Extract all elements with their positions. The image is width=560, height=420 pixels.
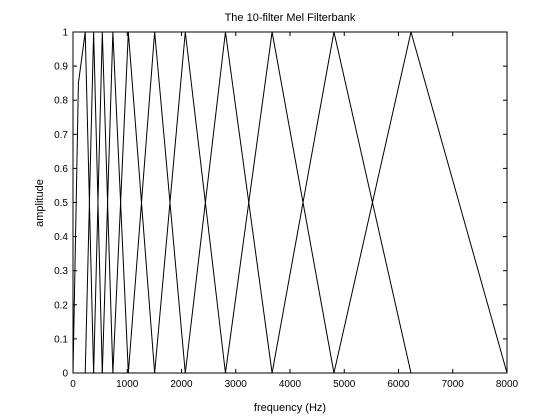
filter-line-11 bbox=[333, 31, 508, 374]
x-tick-label: 0 bbox=[70, 379, 76, 390]
filter-line-8 bbox=[184, 31, 273, 374]
x-tick-label: 7000 bbox=[442, 379, 465, 390]
y-tick-label: 1 bbox=[62, 28, 68, 39]
filter-line-3 bbox=[93, 31, 114, 374]
y-axis-label: amplitude bbox=[34, 179, 46, 227]
y-tick-label: 0.3 bbox=[54, 266, 68, 277]
plot-area bbox=[72, 31, 508, 374]
ticks-layer: 0 1000 2000 3000 4000 5000 6000 7000 8000 0 0.1 0.2… bbox=[54, 28, 518, 391]
x-tick-label: 6000 bbox=[387, 379, 410, 390]
filter-line-9 bbox=[224, 31, 335, 374]
x-tick-label: 1000 bbox=[116, 379, 139, 390]
y-tick-label: 0.4 bbox=[54, 232, 68, 243]
x-tick-label: 4000 bbox=[279, 379, 302, 390]
filter-line-10 bbox=[271, 31, 412, 374]
chart-title: The 10-filter Mel Filterbank bbox=[225, 12, 356, 24]
x-tick-label: 5000 bbox=[333, 379, 356, 390]
y-tick-label: 0.2 bbox=[54, 300, 68, 311]
x-tick-label: 2000 bbox=[170, 379, 193, 390]
series-layer bbox=[72, 31, 508, 374]
filter-line-5 bbox=[112, 31, 156, 374]
x-tick-label: 8000 bbox=[496, 379, 519, 390]
x-tick-label: 3000 bbox=[225, 379, 248, 390]
x-axis-label: frequency (Hz) bbox=[254, 402, 326, 414]
y-tick-label: 0 bbox=[62, 369, 68, 380]
filter-line-4 bbox=[101, 31, 129, 374]
y-tick-label: 0.5 bbox=[54, 198, 68, 209]
filter-line-2 bbox=[84, 31, 103, 374]
filter-line-6 bbox=[127, 31, 186, 374]
y-tick-label: 0.8 bbox=[54, 96, 68, 107]
y-tick-label: 0.9 bbox=[54, 62, 68, 73]
y-tick-label: 0.6 bbox=[54, 164, 68, 175]
y-tick-label: 0.1 bbox=[54, 334, 68, 345]
filter-line-7 bbox=[154, 31, 226, 374]
y-tick-label: 0.7 bbox=[54, 130, 68, 141]
